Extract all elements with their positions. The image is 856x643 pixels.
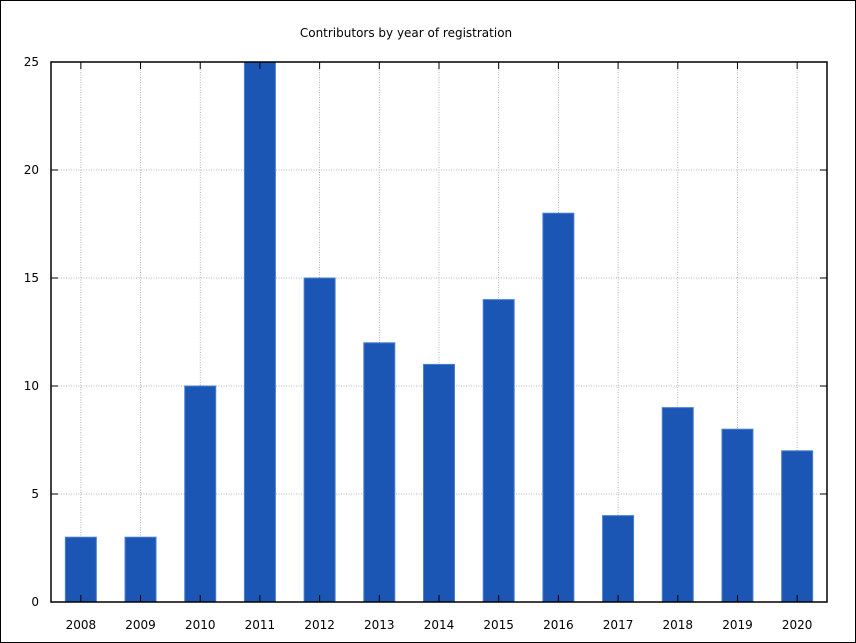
bar-2008 [64, 536, 97, 603]
x-tick-label: 2012 [304, 618, 335, 632]
axis-ticks [51, 61, 827, 603]
bar-2019 [721, 428, 754, 603]
y-tick-label: 5 [31, 487, 39, 501]
bar-2015 [482, 299, 515, 603]
x-axis-tick-labels: 2008 2009 2010 2011 2012 2013 2014 2015 2016 2017… [66, 618, 813, 632]
bar-2013 [363, 342, 396, 603]
x-tick-label: 2020 [782, 618, 813, 632]
bar-2010 [184, 385, 217, 603]
bar-2016 [542, 212, 575, 603]
bar-2014 [423, 363, 455, 603]
x-tick-label: 2011 [245, 618, 276, 632]
y-tick-label: 25 [24, 55, 39, 69]
bars [64, 61, 814, 603]
bar-2018 [661, 407, 694, 603]
x-tick-label: 2014 [424, 618, 455, 632]
x-tick-label: 2019 [722, 618, 753, 632]
y-axis-tick-labels: 0 5 10 15 20 25 [24, 55, 39, 609]
y-tick-label: 15 [24, 271, 39, 285]
x-tick-label: 2013 [364, 618, 395, 632]
y-tick-label: 10 [24, 379, 39, 393]
x-tick-label: 2009 [125, 618, 156, 632]
x-tick-label: 2018 [662, 618, 693, 632]
x-tick-label: 2008 [66, 618, 97, 632]
x-tick-label: 2015 [483, 618, 514, 632]
y-tick-label: 20 [24, 163, 39, 177]
x-tick-label: 2010 [185, 618, 216, 632]
bar-2017 [602, 515, 635, 603]
chart-title: Contributors by year of registration [300, 26, 512, 40]
bar-2011 [243, 61, 276, 603]
x-tick-label: 2016 [543, 618, 574, 632]
bar-2009 [124, 536, 157, 603]
y-tick-label: 0 [31, 595, 39, 609]
bar-2020 [781, 450, 814, 603]
x-tick-label: 2017 [603, 618, 634, 632]
bar-2012 [303, 277, 336, 603]
